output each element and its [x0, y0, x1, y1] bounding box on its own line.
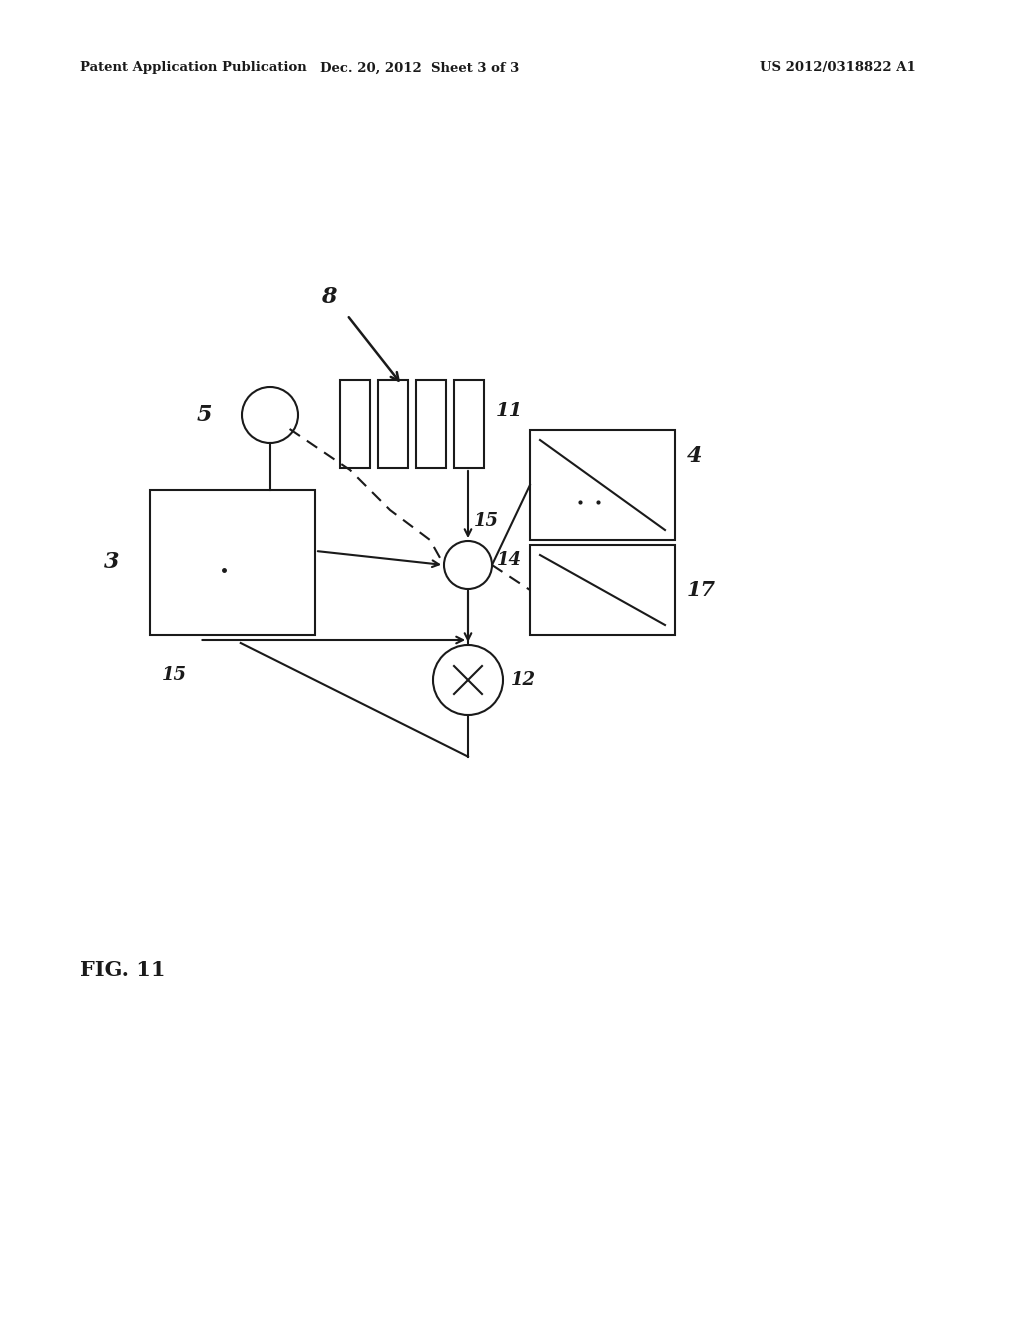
Text: 4: 4 — [687, 445, 702, 467]
Bar — [454, 380, 484, 469]
Text: Dec. 20, 2012  Sheet 3 of 3: Dec. 20, 2012 Sheet 3 of 3 — [321, 62, 519, 74]
Text: 3: 3 — [104, 552, 120, 573]
Text: US 2012/0318822 A1: US 2012/0318822 A1 — [760, 62, 915, 74]
Bar — [530, 545, 675, 635]
Circle shape — [433, 645, 503, 715]
Bar — [530, 430, 675, 540]
Circle shape — [242, 387, 298, 444]
Text: Patent Application Publication: Patent Application Publication — [80, 62, 307, 74]
Text: 12: 12 — [511, 671, 536, 689]
Text: 17: 17 — [687, 579, 716, 601]
Text: 14: 14 — [497, 550, 522, 569]
Text: 8: 8 — [322, 286, 337, 308]
Bar — [378, 380, 408, 469]
Circle shape — [444, 541, 492, 589]
Text: 15: 15 — [474, 512, 499, 531]
Text: 5: 5 — [197, 404, 212, 426]
Text: 11: 11 — [496, 401, 523, 420]
Text: FIG. 11: FIG. 11 — [80, 960, 166, 979]
Bar — [150, 490, 315, 635]
Text: 15: 15 — [162, 667, 187, 684]
Bar — [416, 380, 446, 469]
Bar — [340, 380, 370, 469]
